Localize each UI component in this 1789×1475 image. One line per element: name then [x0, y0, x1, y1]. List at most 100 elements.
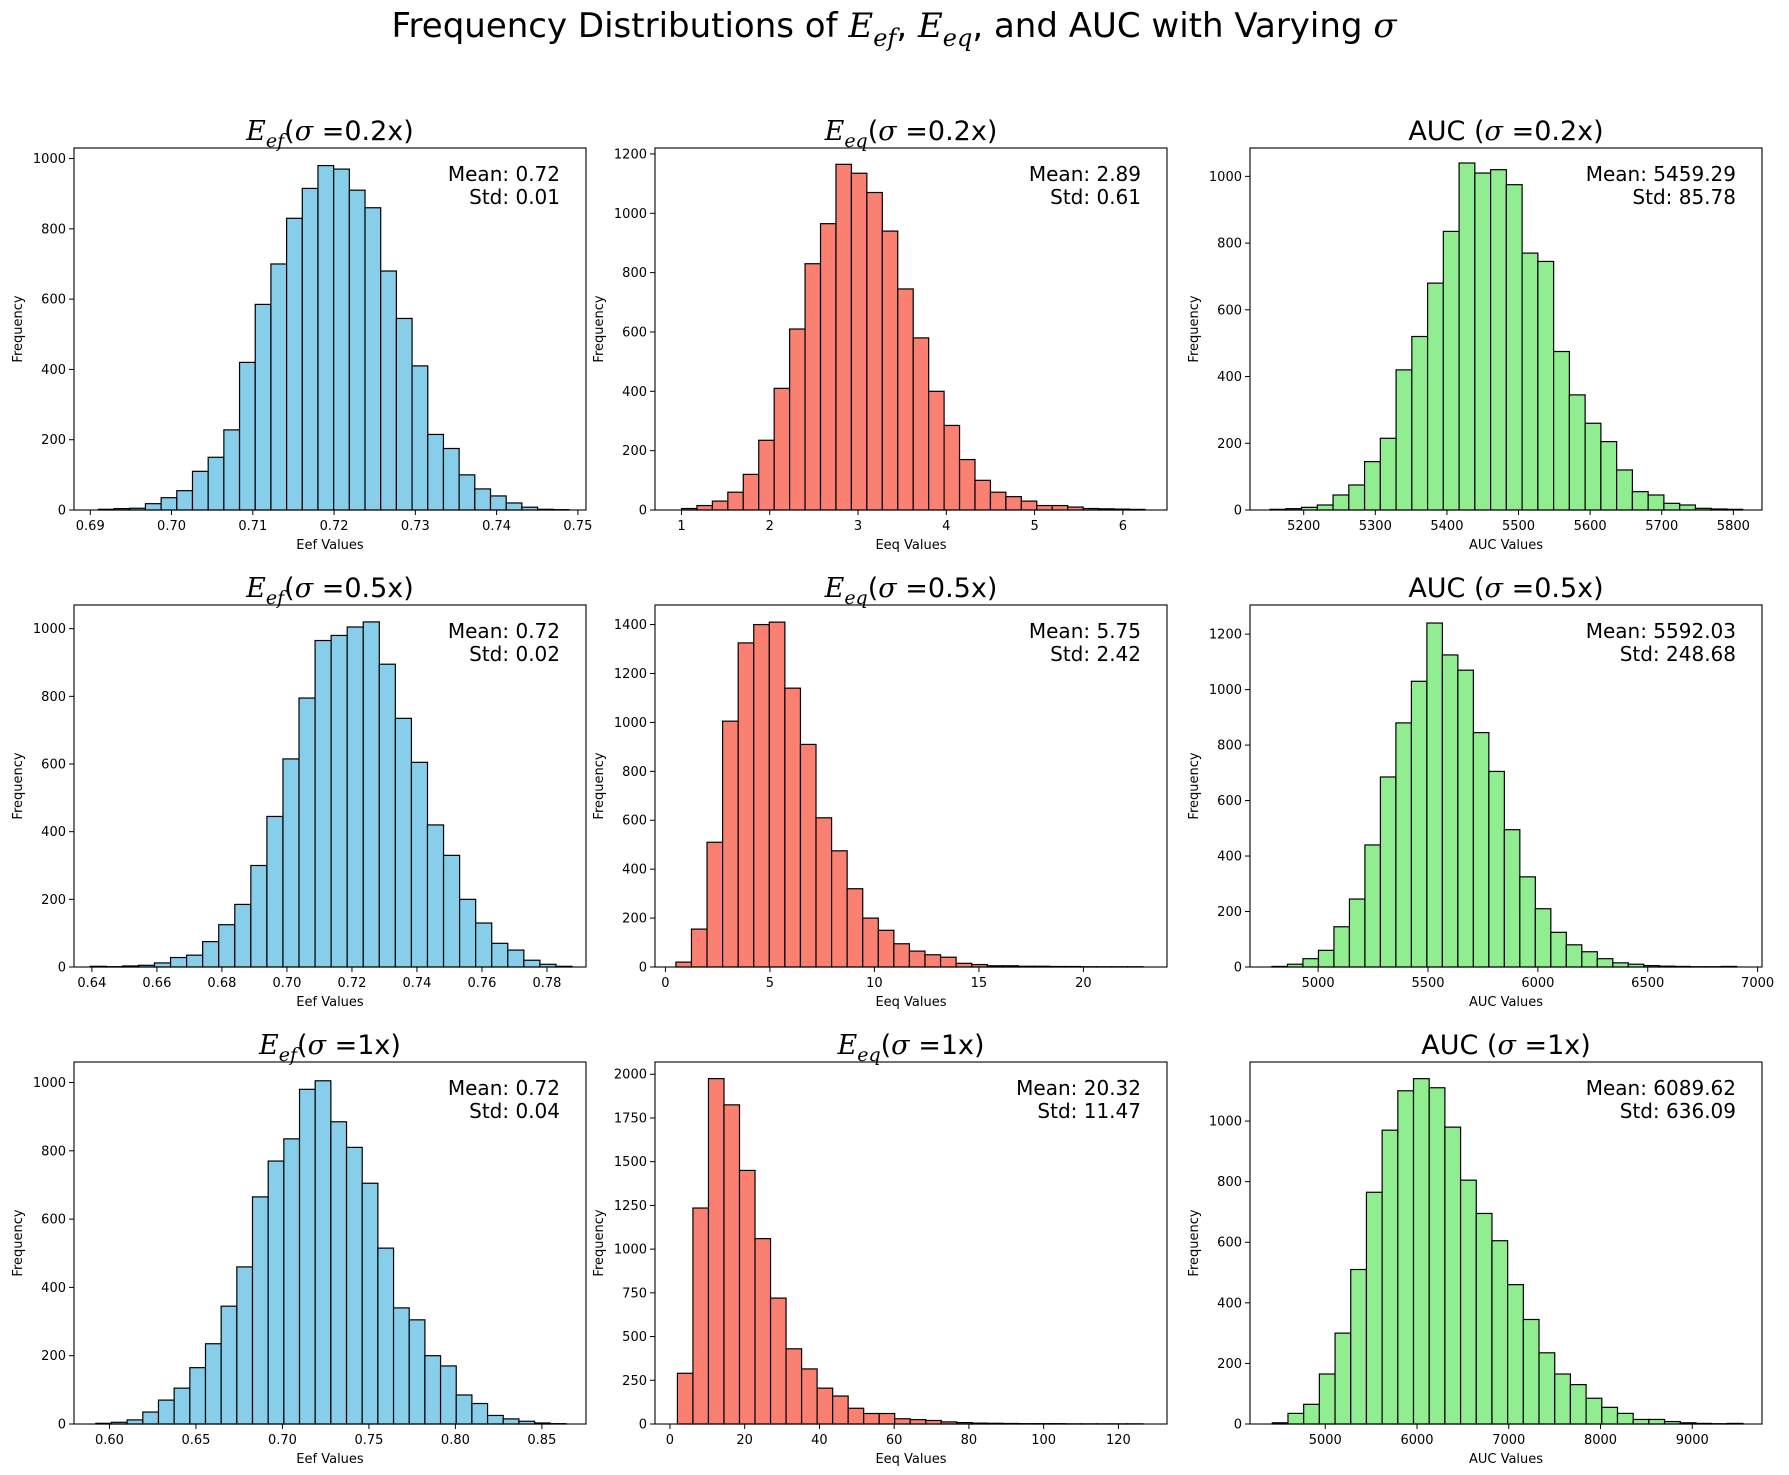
y-tick-label: 250 — [622, 1374, 647, 1389]
histogram-bar — [799, 743, 817, 968]
histogram-bar — [1581, 951, 1598, 968]
y-tick-label: 600 — [41, 1213, 66, 1228]
histogram-bar — [1534, 908, 1552, 968]
x-tick-label: 5400 — [1430, 519, 1463, 534]
histogram-bar — [394, 717, 413, 968]
histogram-bar — [392, 1307, 410, 1425]
x-axis-label: Eef Values — [296, 1452, 364, 1467]
x-tick-label: 5000 — [1309, 1433, 1342, 1448]
subplot-title: Eeq(σ =1x) — [836, 1030, 984, 1066]
histogram-bar — [1612, 962, 1629, 968]
subplot-title: Eef(σ =1x) — [258, 1030, 401, 1066]
x-tick-label: 0.72 — [337, 976, 366, 991]
y-tick-label: 1500 — [614, 1155, 647, 1170]
x-tick-label: 0.78 — [533, 976, 562, 991]
y-tick-label: 0 — [58, 1418, 66, 1433]
histogram-bar — [1521, 252, 1539, 511]
axes-frame — [654, 604, 1168, 968]
histogram-bar — [1426, 622, 1443, 968]
histogram-bar — [1554, 1373, 1572, 1425]
histogram-bar — [314, 1080, 332, 1425]
x-tick-label: 7000 — [1492, 1433, 1525, 1448]
histogram-bar — [1632, 1418, 1650, 1425]
histogram-bar — [1441, 654, 1459, 968]
histogram-bar — [411, 365, 429, 511]
histogram-bar — [974, 479, 992, 511]
histogram-bar — [286, 217, 303, 511]
histogram-bar — [1522, 1318, 1540, 1425]
x-tick-label: 0.64 — [77, 976, 106, 991]
std-annotation: Std: 0.04 — [469, 1099, 560, 1123]
y-tick-label: 800 — [41, 690, 66, 705]
histogram-bar — [1411, 335, 1429, 511]
histogram-bar — [330, 634, 348, 968]
histogram-bar — [475, 922, 493, 968]
histogram-bar — [489, 495, 507, 511]
histogram-bar — [1036, 504, 1053, 511]
histogram-bar — [507, 949, 525, 968]
histogram-bar — [236, 1266, 254, 1425]
std-annotation: Std: 0.01 — [469, 185, 560, 209]
histogram-bar — [160, 497, 178, 511]
histogram-panel: 5000 6000 7000 8000 9000 0 200 400 600 800 1000 AUC… — [1187, 1030, 1763, 1467]
x-tick-label: 0.68 — [207, 976, 236, 991]
histogram-bar — [830, 850, 848, 968]
histogram-bar — [846, 888, 864, 968]
histogram-bar — [909, 1419, 927, 1425]
histogram-bar — [675, 961, 693, 968]
histogram-bar — [1600, 441, 1618, 511]
histogram-bar — [218, 924, 236, 968]
histogram-bar — [234, 903, 252, 968]
histogram-bar — [816, 1387, 834, 1425]
histogram-bar — [1472, 732, 1490, 968]
histogram-bar — [1020, 500, 1038, 511]
histogram-bar — [1507, 1284, 1524, 1425]
y-tick-label: 1200 — [614, 667, 647, 682]
histogram-bar — [1519, 876, 1536, 968]
histogram-bar — [742, 473, 760, 511]
x-tick-label: 1 — [677, 519, 685, 534]
histogram-bar — [486, 1414, 504, 1425]
histogram-bar — [333, 168, 350, 511]
x-tick-label: 6000 — [1400, 1433, 1433, 1448]
y-tick-label: 600 — [1217, 794, 1242, 809]
histogram-bar — [362, 621, 380, 968]
histogram-bar — [955, 962, 973, 968]
histogram-bar — [881, 230, 899, 511]
y-tick-label: 0 — [1234, 1418, 1242, 1433]
histogram-bar — [220, 1305, 238, 1425]
histogram-bar — [1318, 1373, 1336, 1425]
histogram-bar — [773, 387, 791, 511]
histogram-bar — [1005, 496, 1022, 511]
histogram-bar — [754, 1238, 772, 1425]
histogram-bars — [1269, 162, 1744, 511]
mean-annotation: Mean: 5459.29 — [1586, 162, 1736, 186]
histogram-bar — [378, 663, 396, 968]
histogram-bar — [169, 956, 188, 968]
histogram-bar — [878, 1412, 896, 1425]
y-tick-label: 200 — [1217, 905, 1242, 920]
histogram-bar — [126, 1419, 144, 1425]
y-tick-label: 1000 — [33, 152, 66, 167]
histogram-bar — [1317, 949, 1335, 968]
subplot-title: Eeq(σ =0.2x) — [824, 116, 998, 152]
x-tick-label: 6500 — [1631, 976, 1664, 991]
histogram-bar — [348, 189, 366, 511]
histogram-bar — [1350, 1268, 1368, 1425]
y-tick-label: 0 — [58, 961, 66, 976]
y-tick-label: 200 — [622, 444, 647, 459]
histogram-panel: 5000 5500 6000 6500 7000 0 200 400 600 800 1000 120… — [1187, 573, 1774, 1010]
y-tick-label: 800 — [622, 765, 647, 780]
axes-frame — [1249, 1061, 1763, 1425]
histogram-panel: 0.60 0.65 0.70 0.75 0.80 0.85 0 200 400 600 800 100… — [11, 1030, 587, 1467]
histogram-bar — [458, 474, 476, 511]
x-tick-label: 0.85 — [527, 1433, 556, 1448]
std-annotation: Std: 11.47 — [1037, 1099, 1141, 1123]
histogram-bar — [173, 1387, 191, 1425]
y-tick-label: 200 — [1217, 1357, 1242, 1372]
x-axis-label: Eeq Values — [875, 1452, 946, 1467]
histogram-bar — [153, 962, 172, 968]
histogram-bar — [1616, 1412, 1634, 1425]
axes-frame — [73, 604, 587, 968]
histogram-bar — [330, 1121, 348, 1425]
